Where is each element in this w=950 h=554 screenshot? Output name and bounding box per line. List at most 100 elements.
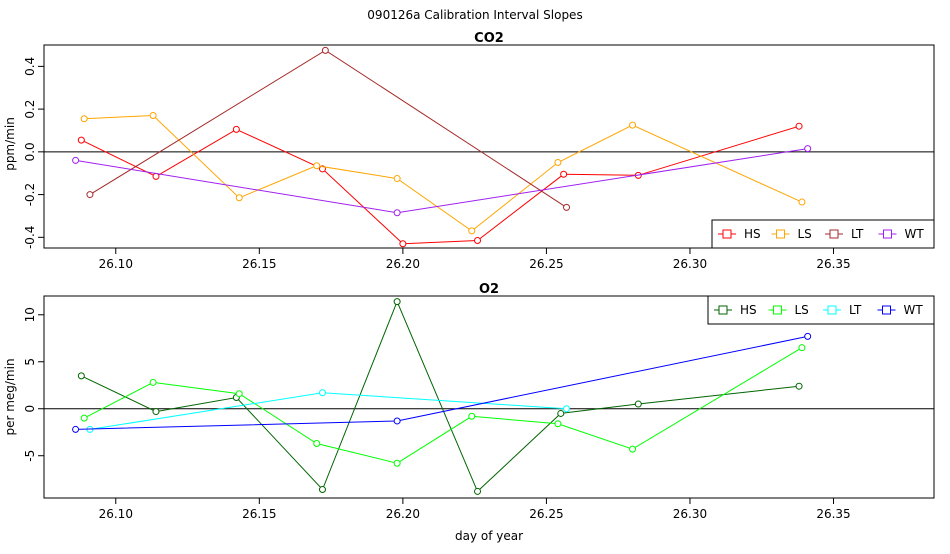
o2-series-ls-point bbox=[235, 390, 243, 398]
o2-x-tick-label: 26.30 bbox=[673, 507, 707, 521]
co2-series-wt-line bbox=[75, 148, 808, 214]
o2-series-ls-point bbox=[629, 445, 637, 453]
o2-series-ls-point bbox=[554, 420, 562, 428]
o2-legend-lt-swatch bbox=[827, 305, 837, 315]
o2-series-hs-line bbox=[81, 300, 800, 493]
o2-y-tick-label: -5 bbox=[23, 450, 37, 462]
co2-legend-wt-swatch bbox=[883, 229, 892, 239]
o2-x-tick-label: 26.15 bbox=[242, 507, 276, 521]
co2-x-tick-label: 26.25 bbox=[529, 257, 563, 271]
co2-y-tick-label: 0.0 bbox=[23, 142, 37, 161]
co2-y-axis-label: ppm/min bbox=[3, 117, 17, 171]
o2-series-hs-point bbox=[393, 298, 401, 306]
co2-y-tick-label: -0.2 bbox=[23, 183, 37, 206]
co2-series-ls-point bbox=[149, 112, 157, 120]
o2-series-hs-point bbox=[634, 400, 642, 408]
co2-x-tick-label: 26.20 bbox=[386, 257, 420, 271]
co2-series-hs-point bbox=[77, 136, 85, 144]
co2-series-ls-point bbox=[235, 194, 243, 202]
o2-legend-ls-label: LS bbox=[795, 303, 809, 317]
o2-legend bbox=[707, 295, 935, 325]
co2-plot-frame bbox=[43, 44, 935, 249]
o2-x-tick-label: 26.25 bbox=[529, 507, 563, 521]
co2-y-tick-label: 0.2 bbox=[23, 100, 37, 119]
o2-series-wt-point bbox=[72, 425, 80, 433]
co2-legend-wt-label: WT bbox=[905, 227, 925, 241]
o2-series-hs-point bbox=[318, 486, 326, 494]
co2-y-tick-label: -0.4 bbox=[23, 226, 37, 249]
co2-series-ls-point bbox=[554, 159, 562, 167]
co2-x-tick-label: 26.15 bbox=[242, 257, 276, 271]
o2-series-lt-point bbox=[318, 389, 326, 397]
o2-series-ls-point bbox=[393, 459, 401, 467]
o2-legend-ls-swatch bbox=[773, 305, 782, 315]
o2-legend-wt-swatch bbox=[882, 305, 891, 315]
co2-legend-lt-label: LT bbox=[851, 227, 864, 241]
o2-legend-lt-label: LT bbox=[849, 303, 862, 317]
co2-series-ls-point bbox=[80, 115, 88, 123]
co2-x-tick-label: 26.10 bbox=[99, 257, 133, 271]
o2-panel-title: O2 bbox=[479, 282, 499, 297]
co2-legend-ls-swatch bbox=[776, 229, 785, 239]
o2-x-tick-label: 26.35 bbox=[816, 507, 850, 521]
o2-series-ls-point bbox=[468, 412, 476, 420]
o2-series-wt-line bbox=[75, 335, 808, 430]
o2-series-hs-point bbox=[474, 487, 482, 495]
o2-panel: 26.10 26.15 26.20 26.25 26.30 26.35 -5 0 5 10 HS LS… bbox=[23, 295, 935, 521]
o2-y-tick-label: 5 bbox=[23, 358, 37, 366]
o2-series-lt-point bbox=[563, 405, 571, 413]
co2-series-wt-point bbox=[72, 156, 80, 164]
co2-x-tick-label: 26.30 bbox=[673, 257, 707, 271]
co2-legend-ls-label: LS bbox=[798, 227, 812, 241]
co2-panel-title: CO2 bbox=[474, 31, 504, 46]
co2-series-hs-point bbox=[795, 122, 803, 130]
o2-x-tick-label: 26.20 bbox=[386, 507, 420, 521]
co2-series-lt-line bbox=[89, 49, 567, 208]
o2-series-wt-point bbox=[393, 417, 401, 425]
co2-panel: 26.10 26.15 26.20 26.25 26.30 26.35 -0.4 -0.2 0.… bbox=[23, 44, 935, 271]
co2-series-ls-line bbox=[84, 114, 803, 232]
co2-series-ls-point bbox=[393, 175, 401, 183]
co2-series-ls-point bbox=[313, 162, 321, 170]
o2-legend-wt-label: WT bbox=[904, 303, 924, 317]
co2-series-ls-point bbox=[468, 227, 476, 235]
co2-series-hs-point bbox=[560, 170, 568, 178]
o2-series-hs-point bbox=[557, 409, 565, 417]
o2-y-tick-label: 10 bbox=[23, 307, 37, 322]
co2-series-wt-point bbox=[804, 145, 812, 153]
o2-plot-frame bbox=[43, 295, 935, 499]
o2-series-ls-point bbox=[149, 378, 157, 386]
co2-series-hs-point bbox=[474, 237, 482, 245]
co2-legend-lt-swatch bbox=[829, 229, 839, 239]
co2-series-hs-line bbox=[81, 125, 800, 245]
o2-x-tick-label: 26.10 bbox=[99, 507, 133, 521]
o2-series-hs-point bbox=[795, 382, 803, 390]
co2-legend-hs-swatch bbox=[722, 229, 732, 239]
o2-legend-hs-label: HS bbox=[740, 303, 757, 317]
co2-x-tick-label: 26.35 bbox=[816, 257, 850, 271]
o2-series-ls-point bbox=[80, 414, 88, 422]
co2-legend-hs-label: HS bbox=[744, 227, 761, 241]
o2-series-wt-point bbox=[804, 332, 812, 340]
o2-series-hs-point bbox=[152, 408, 160, 416]
co2-series-wt-point bbox=[393, 209, 401, 217]
co2-series-lt-point bbox=[563, 203, 571, 211]
co2-series-lt-point bbox=[321, 46, 329, 54]
o2-y-tick-label: 0 bbox=[23, 405, 37, 413]
co2-series-ls-point bbox=[629, 121, 637, 129]
co2-series-hs-point bbox=[399, 240, 407, 248]
co2-series-hs-point bbox=[318, 165, 326, 173]
main-title: 090126a Calibration Interval Slopes bbox=[367, 8, 582, 22]
co2-series-ls-point bbox=[798, 198, 806, 206]
x-axis-label: day of year bbox=[455, 529, 523, 543]
co2-series-lt-point bbox=[86, 191, 94, 199]
o2-series-ls-point bbox=[313, 440, 321, 448]
o2-legend-hs-swatch bbox=[718, 305, 728, 315]
co2-y-tick-label: 0.4 bbox=[23, 57, 37, 76]
co2-legend bbox=[711, 219, 935, 249]
o2-series-ls-point bbox=[798, 344, 806, 352]
co2-series-hs-point bbox=[232, 125, 240, 133]
o2-y-axis-label: per meg/min bbox=[3, 358, 17, 435]
o2-series-hs-point bbox=[77, 372, 85, 380]
